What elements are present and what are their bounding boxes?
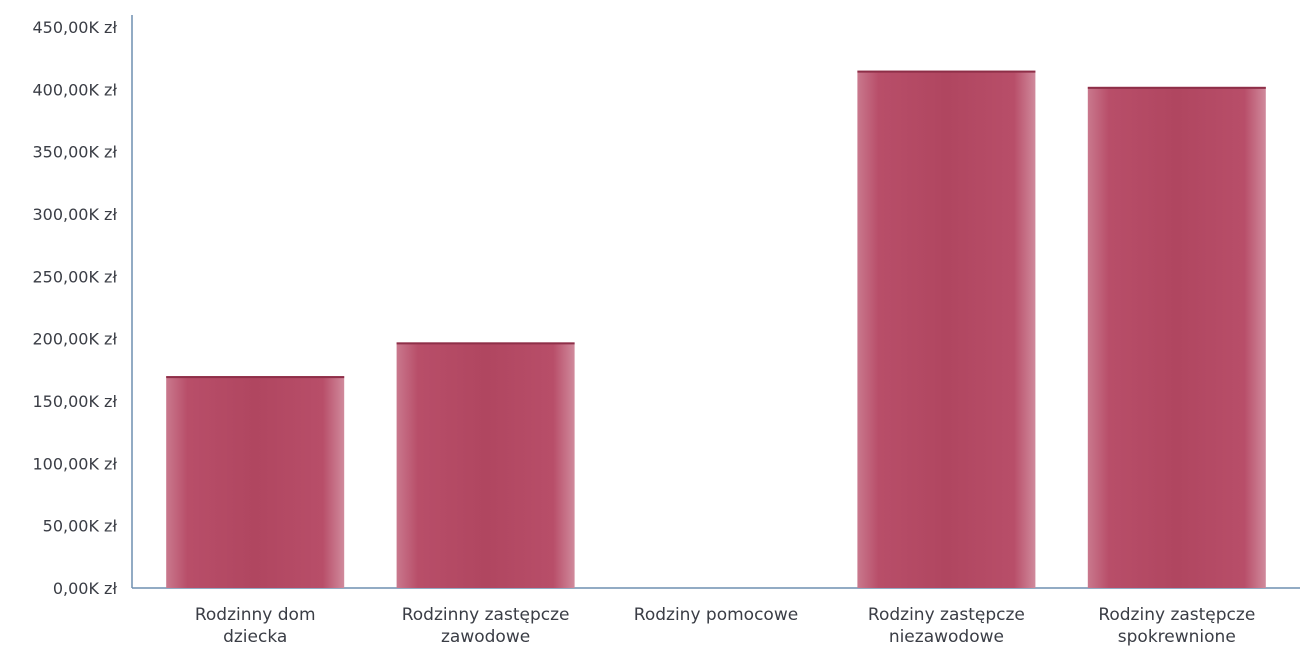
x-category-label-line: Rodzinny dom <box>195 605 316 625</box>
bar <box>166 376 345 588</box>
x-category-label: Rodzinny zastępcze zawodowe <box>402 605 570 647</box>
x-category-label-line: Rodziny pomocowe <box>634 605 798 625</box>
y-tick-label: 0,00K zł <box>53 579 118 598</box>
y-tick-label: 350,00K zł <box>32 143 117 162</box>
y-tick-label: 450,00K zł <box>32 18 117 37</box>
y-axis-tick-labels: 0,00K zł 50,00K zł 100,00K zł 150,00K zł 200… <box>32 18 117 598</box>
x-category-label: Rodziny zastępcze spokrewnione <box>1098 605 1255 647</box>
bar-series <box>166 70 1266 589</box>
x-category-label: Rodziny zastępcze niezawodowe <box>868 605 1025 647</box>
x-category-label-line: spokrewnione <box>1118 627 1236 647</box>
x-category-label-line: Rodziny zastępcze <box>1098 605 1255 625</box>
y-tick-label: 400,00K zł <box>32 80 117 99</box>
x-axis-category-labels: Rodzinny dom dziecka Rodzinny zastępcze zaw… <box>195 605 1255 647</box>
x-category-label-line: Rodzinny zastępcze <box>402 605 570 625</box>
y-tick-label: 150,00K zł <box>32 392 117 411</box>
y-tick-label: 250,00K zł <box>32 267 117 286</box>
y-tick-label: 50,00K zł <box>43 517 118 536</box>
x-category-label: Rodziny pomocowe <box>634 605 798 625</box>
bar <box>857 70 1036 589</box>
bar <box>1087 86 1266 588</box>
y-tick-label: 200,00K zł <box>32 330 117 349</box>
x-category-label-line: dziecka <box>223 627 287 647</box>
x-category-label-line: Rodziny zastępcze <box>868 605 1025 625</box>
x-category-label-line: niezawodowe <box>889 627 1004 647</box>
bar <box>396 342 575 588</box>
x-category-label: Rodzinny dom dziecka <box>195 605 316 647</box>
y-tick-label: 300,00K zł <box>32 205 117 224</box>
x-category-label-line: zawodowe <box>441 627 530 647</box>
y-tick-label: 100,00K zł <box>32 454 117 473</box>
